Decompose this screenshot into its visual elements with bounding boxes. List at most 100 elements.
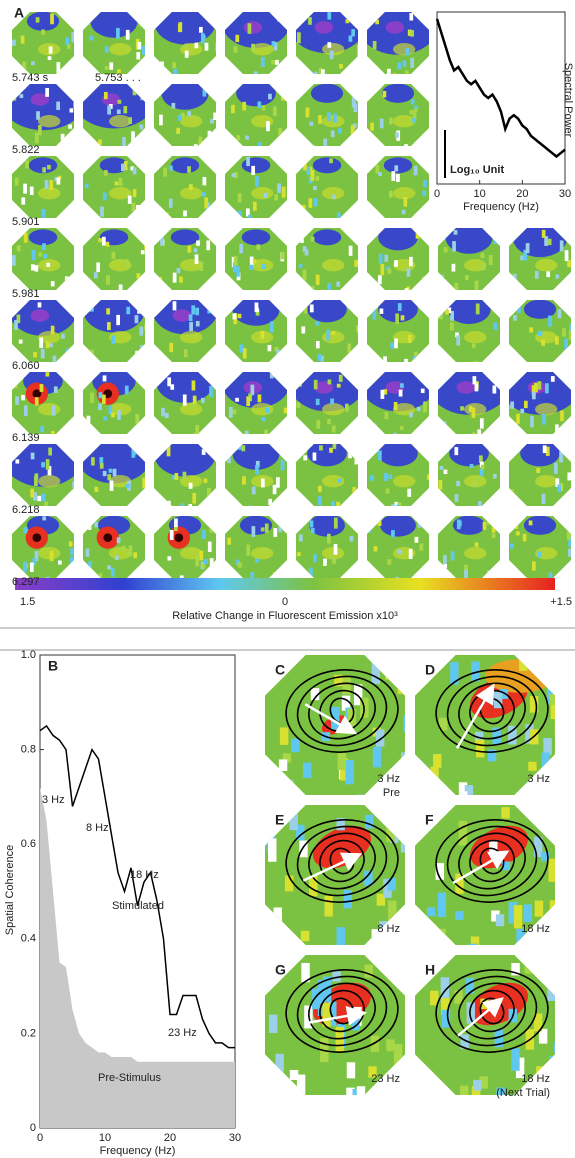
pixel xyxy=(128,196,132,204)
map-image xyxy=(12,228,74,297)
pixel xyxy=(34,476,38,486)
pixel xyxy=(329,448,333,453)
map-image xyxy=(287,0,368,80)
pixel xyxy=(166,214,170,223)
pixel xyxy=(494,234,498,244)
pixel xyxy=(454,447,458,455)
pixel xyxy=(494,353,498,362)
hotspot xyxy=(103,533,112,542)
blob xyxy=(152,284,218,334)
pixel xyxy=(549,859,557,882)
pixel xyxy=(474,477,478,487)
pixel xyxy=(235,398,239,402)
pixel xyxy=(137,42,141,50)
pixel xyxy=(94,272,98,278)
pixel xyxy=(246,545,250,556)
pixel xyxy=(356,237,360,242)
pixel xyxy=(85,423,89,432)
pixel xyxy=(113,469,117,476)
pixel xyxy=(396,174,400,182)
pixel xyxy=(12,255,16,266)
pixel xyxy=(163,360,167,369)
pixel xyxy=(329,158,333,163)
pixel xyxy=(100,207,104,217)
pixel xyxy=(394,260,398,267)
pixel xyxy=(309,876,317,896)
pixel xyxy=(396,505,400,515)
pixel xyxy=(400,426,404,430)
pixel xyxy=(167,446,171,457)
pixel xyxy=(526,243,530,253)
pixel xyxy=(547,986,555,1001)
blob xyxy=(535,475,557,487)
pixel xyxy=(184,44,188,49)
pixel xyxy=(42,516,46,520)
pixel xyxy=(255,558,259,562)
pixel xyxy=(407,489,411,497)
pixel xyxy=(394,165,398,171)
pixel xyxy=(327,419,331,424)
pixel xyxy=(255,308,259,313)
pixel xyxy=(192,493,196,504)
pixel xyxy=(144,325,148,330)
pixel xyxy=(160,61,164,71)
pixel xyxy=(409,412,413,417)
pixel xyxy=(513,274,517,282)
map-image xyxy=(296,514,358,578)
pixel xyxy=(169,199,173,208)
pixel xyxy=(269,1015,277,1033)
panel-label: D xyxy=(425,662,435,678)
pixel xyxy=(349,246,353,256)
blob xyxy=(161,77,208,110)
pixel xyxy=(511,567,515,575)
pixel xyxy=(196,240,200,245)
pixel xyxy=(38,302,42,307)
map-image xyxy=(265,805,409,961)
pixel xyxy=(394,402,398,410)
pixel xyxy=(281,460,285,471)
pixel xyxy=(40,384,44,392)
pixel xyxy=(21,36,25,44)
pixel xyxy=(37,496,41,501)
pixel xyxy=(555,336,559,344)
pixel xyxy=(297,552,301,556)
pixel xyxy=(567,472,571,480)
map-caption: 3 Hz xyxy=(527,773,550,785)
pixel xyxy=(299,534,303,541)
pixel xyxy=(117,410,121,420)
pixel xyxy=(423,180,427,187)
colorbar-title: Relative Change in Fluorescent Emission … xyxy=(172,610,398,622)
pixel xyxy=(345,19,349,23)
pixel xyxy=(72,374,76,379)
pixel xyxy=(189,322,193,331)
pixel xyxy=(46,372,50,376)
pixel xyxy=(199,262,203,271)
pixel xyxy=(422,190,426,195)
pixel xyxy=(333,113,337,122)
time-label: 5.901 xyxy=(12,216,40,228)
pixel xyxy=(15,421,19,427)
map-image xyxy=(296,228,360,293)
pixel xyxy=(49,343,53,347)
pixel xyxy=(202,530,206,539)
pixel xyxy=(354,60,358,64)
pixel xyxy=(459,821,467,846)
pixel xyxy=(480,469,484,476)
pixel xyxy=(302,205,306,210)
pixel xyxy=(493,322,497,329)
y-tick-label: 0.2 xyxy=(21,1027,36,1039)
pixel xyxy=(278,286,282,294)
pixel xyxy=(248,215,252,224)
pixel xyxy=(452,241,456,252)
map-image xyxy=(289,351,366,436)
pixel xyxy=(399,390,403,397)
pixel xyxy=(23,184,27,194)
pixel xyxy=(133,88,137,95)
pixel xyxy=(14,320,18,330)
pixel xyxy=(246,396,250,406)
pixel xyxy=(235,35,239,42)
pixel xyxy=(203,89,207,96)
pixel xyxy=(311,170,315,181)
pixel xyxy=(305,249,309,255)
blob xyxy=(535,259,557,271)
